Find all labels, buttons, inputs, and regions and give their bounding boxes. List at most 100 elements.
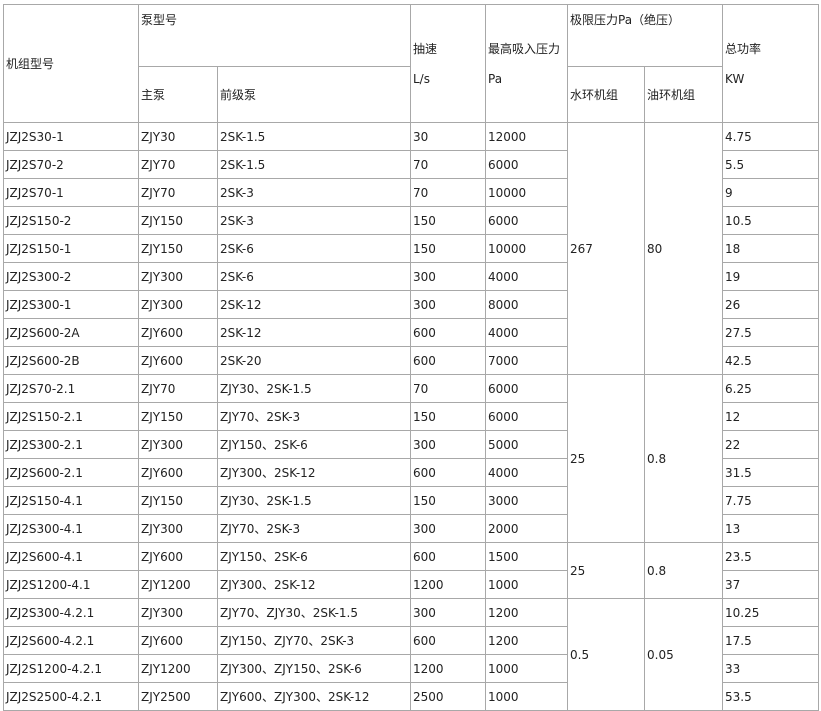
- cell-speed: 70: [410, 374, 486, 403]
- cell-unit-model: JZJ2S600-4.2.1: [3, 626, 139, 655]
- cell-backing-pump: 2SK-6: [217, 262, 411, 291]
- cell-main-pump: ZJY600: [138, 346, 218, 375]
- table-row: JZJ2S300-4.1 ZJY300 ZJY70、2SK-3 300 2000 13: [3, 514, 819, 543]
- cell-backing-pump: ZJY150、2SK-6: [217, 430, 411, 459]
- cell-max-inlet: 1200: [485, 626, 568, 655]
- table-row: JZJ2S70-2 ZJY70 2SK-1.5 70 6000 5.5: [3, 150, 819, 179]
- cell-unit-model: JZJ2S300-1: [3, 290, 139, 319]
- cell-water-ring: 25: [567, 542, 645, 599]
- cell-unit-model: JZJ2S600-2A: [3, 318, 139, 347]
- header-oil-ring: 油环机组: [644, 66, 723, 123]
- power-label: 总功率: [725, 41, 762, 56]
- cell-main-pump: ZJY70: [138, 150, 218, 179]
- table-row: JZJ2S70-1 ZJY70 2SK-3 70 10000 9: [3, 178, 819, 207]
- cell-backing-pump: ZJY70、ZJY30、2SK-1.5: [217, 598, 411, 627]
- cell-backing-pump: ZJY150、ZJY70、2SK-3: [217, 626, 411, 655]
- cell-speed: 600: [410, 626, 486, 655]
- cell-speed: 1200: [410, 570, 486, 599]
- header-speed: 抽速 L/s: [410, 4, 486, 123]
- cell-power: 6.25: [722, 374, 819, 403]
- cell-speed: 150: [410, 486, 486, 515]
- cell-speed: 600: [410, 458, 486, 487]
- cell-backing-pump: ZJY150、2SK-6: [217, 542, 411, 571]
- header-backing-pump: 前级泵: [217, 66, 411, 123]
- cell-main-pump: ZJY600: [138, 626, 218, 655]
- cell-max-inlet: 1500: [485, 542, 568, 571]
- cell-power: 27.5: [722, 318, 819, 347]
- cell-speed: 70: [410, 150, 486, 179]
- power-unit: KW: [725, 71, 745, 86]
- cell-power: 13: [722, 514, 819, 543]
- cell-unit-model: JZJ2S600-2B: [3, 346, 139, 375]
- pump-spec-table: 机组型号 泵型号 抽速 L/s 最高吸入压力 Pa 极限压力Pa（绝压） 总功率 KW…: [3, 4, 819, 711]
- speed-label: 抽速: [413, 41, 438, 56]
- cell-speed: 150: [410, 206, 486, 235]
- cell-speed: 2500: [410, 682, 486, 711]
- cell-power: 9: [722, 178, 819, 207]
- cell-speed: 600: [410, 542, 486, 571]
- cell-unit-model: JZJ2S600-2.1: [3, 458, 139, 487]
- cell-power: 23.5: [722, 542, 819, 571]
- cell-max-inlet: 6000: [485, 402, 568, 431]
- cell-backing-pump: 2SK-6: [217, 234, 411, 263]
- cell-backing-pump: 2SK-3: [217, 178, 411, 207]
- cell-power: 5.5: [722, 150, 819, 179]
- cell-max-inlet: 4000: [485, 458, 568, 487]
- table-row: JZJ2S1200-4.1 ZJY1200 ZJY300、2SK-12 1200 100…: [3, 570, 819, 599]
- header-max-inlet: 最高吸入压力 Pa: [485, 4, 568, 123]
- table-row: JZJ2S30-1 ZJY30 2SK-1.5 30 12000 267 80 4.75: [3, 122, 819, 375]
- cell-main-pump: ZJY2500: [138, 682, 218, 711]
- cell-unit-model: JZJ2S300-2.1: [3, 430, 139, 459]
- cell-max-inlet: 10000: [485, 234, 568, 263]
- cell-max-inlet: 4000: [485, 262, 568, 291]
- cell-backing-pump: ZJY70、2SK-3: [217, 514, 411, 543]
- speed-unit: L/s: [413, 71, 430, 86]
- cell-speed: 1200: [410, 654, 486, 683]
- cell-speed: 300: [410, 290, 486, 319]
- cell-backing-pump: 2SK-12: [217, 318, 411, 347]
- cell-power: 10.5: [722, 206, 819, 235]
- cell-power: 10.25: [722, 598, 819, 627]
- header-pump-model: 泵型号: [138, 4, 411, 67]
- cell-main-pump: ZJY300: [138, 514, 218, 543]
- cell-unit-model: JZJ2S150-4.1: [3, 486, 139, 515]
- cell-main-pump: ZJY600: [138, 458, 218, 487]
- cell-backing-pump: ZJY600、ZJY300、2SK-12: [217, 682, 411, 711]
- cell-max-inlet: 4000: [485, 318, 568, 347]
- cell-main-pump: ZJY300: [138, 598, 218, 627]
- cell-backing-pump: 2SK-20: [217, 346, 411, 375]
- cell-backing-pump: ZJY300、2SK-12: [217, 458, 411, 487]
- header-main-pump: 主泵: [138, 66, 218, 123]
- cell-unit-model: JZJ2S70-2.1: [3, 374, 139, 403]
- cell-backing-pump: ZJY300、ZJY150、2SK-6: [217, 654, 411, 683]
- cell-backing-pump: 2SK-12: [217, 290, 411, 319]
- cell-backing-pump: ZJY30、2SK-1.5: [217, 486, 411, 515]
- cell-power: 33: [722, 654, 819, 683]
- cell-main-pump: ZJY150: [138, 402, 218, 431]
- cell-backing-pump: 2SK-3: [217, 206, 411, 235]
- table-row: JZJ2S600-4.1 ZJY600 ZJY150、2SK-6 600 1500 25 0…: [3, 542, 819, 599]
- cell-power: 4.75: [722, 122, 819, 151]
- cell-unit-model: JZJ2S70-1: [3, 178, 139, 207]
- header-water-ring: 水环机组: [567, 66, 645, 123]
- table-row: JZJ2S300-4.2.1 ZJY300 ZJY70、ZJY30、2SK-1.5 3…: [3, 598, 819, 711]
- cell-unit-model: JZJ2S600-4.1: [3, 542, 139, 571]
- cell-speed: 150: [410, 234, 486, 263]
- table-row: JZJ2S70-2.1 ZJY70 ZJY30、2SK-1.5 70 6000 25 0.8…: [3, 374, 819, 543]
- cell-max-inlet: 6000: [485, 206, 568, 235]
- cell-main-pump: ZJY150: [138, 486, 218, 515]
- max-inlet-label: 最高吸入压力: [488, 41, 561, 56]
- cell-power: 7.75: [722, 486, 819, 515]
- header-row-2: 主泵 前级泵 水环机组 油环机组: [4, 66, 819, 123]
- cell-main-pump: ZJY300: [138, 262, 218, 291]
- cell-power: 26: [722, 290, 819, 319]
- cell-main-pump: ZJY600: [138, 318, 218, 347]
- cell-main-pump: ZJY300: [138, 290, 218, 319]
- cell-backing-pump: ZJY300、2SK-12: [217, 570, 411, 599]
- cell-oil-ring: 80: [644, 122, 723, 375]
- cell-power: 18: [722, 234, 819, 263]
- cell-speed: 600: [410, 318, 486, 347]
- table-row: JZJ2S300-1 ZJY300 2SK-12 300 8000 26: [3, 290, 819, 319]
- cell-oil-ring: 0.8: [644, 374, 723, 543]
- cell-power: 31.5: [722, 458, 819, 487]
